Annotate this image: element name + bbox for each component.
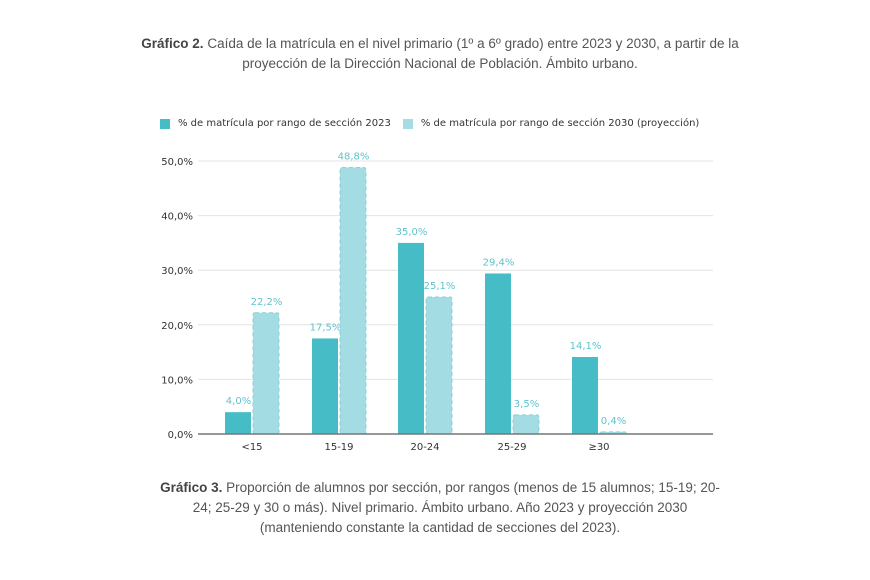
y-tick-label: 0,0% <box>168 430 193 441</box>
bar-2023 <box>485 273 511 434</box>
y-tick-label: 40,0% <box>161 212 193 223</box>
data-label: 22,2% <box>251 297 283 308</box>
legend-label: % de matrícula por rango de sección 2023 <box>178 118 391 129</box>
legend-item-2023: % de matrícula por rango de sección 2023 <box>160 118 391 129</box>
data-label: 25,1% <box>424 281 456 292</box>
y-tick-label: 50,0% <box>161 157 193 168</box>
bar-2023 <box>225 412 251 434</box>
data-label: 0,4% <box>601 416 626 427</box>
data-label: 35,0% <box>396 227 428 238</box>
x-tick-label: 20-24 <box>410 442 439 453</box>
caption-label: Gráfico 2. <box>141 36 204 51</box>
x-tick-label: <15 <box>241 442 262 453</box>
data-label: 3,5% <box>514 399 539 410</box>
x-tick-label: ≥30 <box>588 442 609 453</box>
bar-2030 <box>512 414 540 435</box>
x-tick-label: 15-19 <box>324 442 353 453</box>
caption-grafico-2: Gráfico 2. Caída de la matrícula en el n… <box>140 34 740 74</box>
legend-label: % de matrícula por rango de sección 2030… <box>420 118 700 129</box>
data-label: 48,8% <box>338 152 370 163</box>
data-label: 17,5% <box>310 322 342 333</box>
bar-2023 <box>312 338 338 434</box>
legend: % de matrícula por rango de sección 2023… <box>160 118 699 129</box>
y-tick-label: 20,0% <box>161 321 193 332</box>
y-tick-label: 10,0% <box>161 375 193 386</box>
bar-2023 <box>398 242 424 434</box>
bar-2030 <box>425 296 453 435</box>
bar-2023 <box>572 357 598 434</box>
y-tick-label: 30,0% <box>161 266 193 277</box>
data-label: 4,0% <box>226 396 251 407</box>
legend-item-2030: % de matrícula por rango de sección 2030… <box>402 118 700 129</box>
bar-2030 <box>252 312 280 435</box>
caption-text: Caída de la matrícula en el nivel primar… <box>203 36 739 71</box>
caption-text: Proporción de alumnos por sección, por r… <box>192 480 720 535</box>
bar-2030 <box>339 167 367 435</box>
data-label: 29,4% <box>483 257 515 268</box>
caption-grafico-3: Gráfico 3. Proporción de alumnos por sec… <box>160 478 720 538</box>
legend-swatch <box>160 118 170 129</box>
x-tick-label: 25-29 <box>497 442 526 453</box>
caption-label: Gráfico 3. <box>160 480 223 495</box>
legend-swatch <box>402 118 413 129</box>
data-label: 14,1% <box>570 341 602 352</box>
